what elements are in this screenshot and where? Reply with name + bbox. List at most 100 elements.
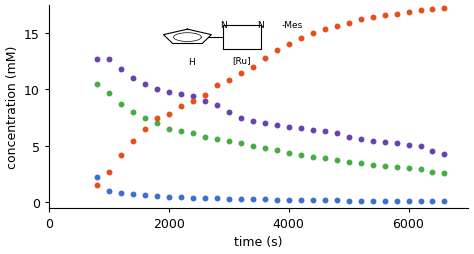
Point (141, 194, 149, 198)
Point (441, 152, 448, 156)
Point (189, 196, 197, 200)
Point (309, 198, 317, 202)
Point (285, 43, 292, 47)
Point (297, 153, 304, 157)
Point (333, 199, 340, 203)
Point (213, 83, 220, 87)
Point (273, 49, 281, 53)
Point (117, 68, 125, 72)
X-axis label: time (s): time (s) (235, 235, 283, 248)
Point (225, 110, 233, 115)
Point (177, 130, 185, 134)
Point (417, 144, 424, 148)
Point (129, 140, 137, 144)
Point (369, 140, 376, 144)
Point (333, 132, 340, 136)
Point (141, 116, 149, 120)
Point (357, 18, 365, 22)
Point (165, 127, 173, 131)
Point (225, 140, 233, 144)
Point (213, 196, 220, 200)
Point (309, 128, 317, 132)
Point (441, 200, 448, 204)
Point (117, 153, 125, 157)
Point (393, 12, 401, 17)
Point (117, 191, 125, 195)
Point (321, 198, 328, 202)
Point (153, 88, 161, 92)
Point (285, 125, 292, 129)
Text: N: N (257, 21, 264, 30)
Point (428, 8, 436, 12)
Point (273, 198, 281, 202)
Point (417, 199, 424, 203)
Point (201, 93, 209, 98)
Point (405, 143, 412, 147)
Point (297, 126, 304, 130)
Point (345, 135, 352, 139)
Point (261, 56, 268, 60)
Y-axis label: concentration (mM): concentration (mM) (6, 45, 18, 168)
Point (357, 161, 365, 165)
Point (345, 199, 352, 203)
Text: -Mes: -Mes (282, 21, 303, 30)
Point (333, 25, 340, 29)
Point (177, 195, 185, 199)
Point (357, 137, 365, 141)
Point (405, 11, 412, 15)
Point (285, 198, 292, 202)
Point (117, 103, 125, 107)
Point (165, 195, 173, 199)
Point (321, 28, 328, 32)
Point (428, 199, 436, 203)
Point (273, 149, 281, 153)
Point (417, 9, 424, 13)
Point (321, 156, 328, 161)
Point (201, 196, 209, 200)
Point (237, 142, 245, 146)
Point (345, 22, 352, 26)
Point (441, 171, 448, 175)
Point (321, 130, 328, 134)
Point (201, 135, 209, 139)
Point (441, 7, 448, 11)
Point (165, 113, 173, 117)
Point (105, 170, 113, 174)
Point (105, 189, 113, 193)
Point (105, 91, 113, 95)
Point (297, 198, 304, 202)
Point (141, 127, 149, 131)
Text: H: H (188, 58, 195, 67)
Point (141, 82, 149, 86)
Point (428, 170, 436, 174)
Point (428, 150, 436, 154)
Point (225, 197, 233, 201)
Point (237, 72, 245, 76)
Point (189, 95, 197, 99)
Point (129, 77, 137, 81)
Point (249, 119, 256, 123)
Point (213, 137, 220, 141)
Point (189, 99, 197, 103)
Point (105, 57, 113, 61)
Point (285, 151, 292, 155)
Point (153, 116, 161, 120)
Point (189, 132, 197, 136)
Point (381, 14, 388, 18)
Point (297, 37, 304, 41)
Point (261, 122, 268, 126)
Point (213, 104, 220, 108)
Point (93, 183, 101, 187)
Point (129, 193, 137, 197)
Point (309, 32, 317, 36)
Point (165, 90, 173, 94)
Point (237, 197, 245, 201)
Point (249, 144, 256, 148)
Point (237, 116, 245, 120)
Point (201, 99, 209, 103)
Point (273, 124, 281, 128)
Text: N: N (220, 21, 227, 30)
Point (261, 146, 268, 150)
Point (249, 65, 256, 69)
Point (153, 122, 161, 126)
